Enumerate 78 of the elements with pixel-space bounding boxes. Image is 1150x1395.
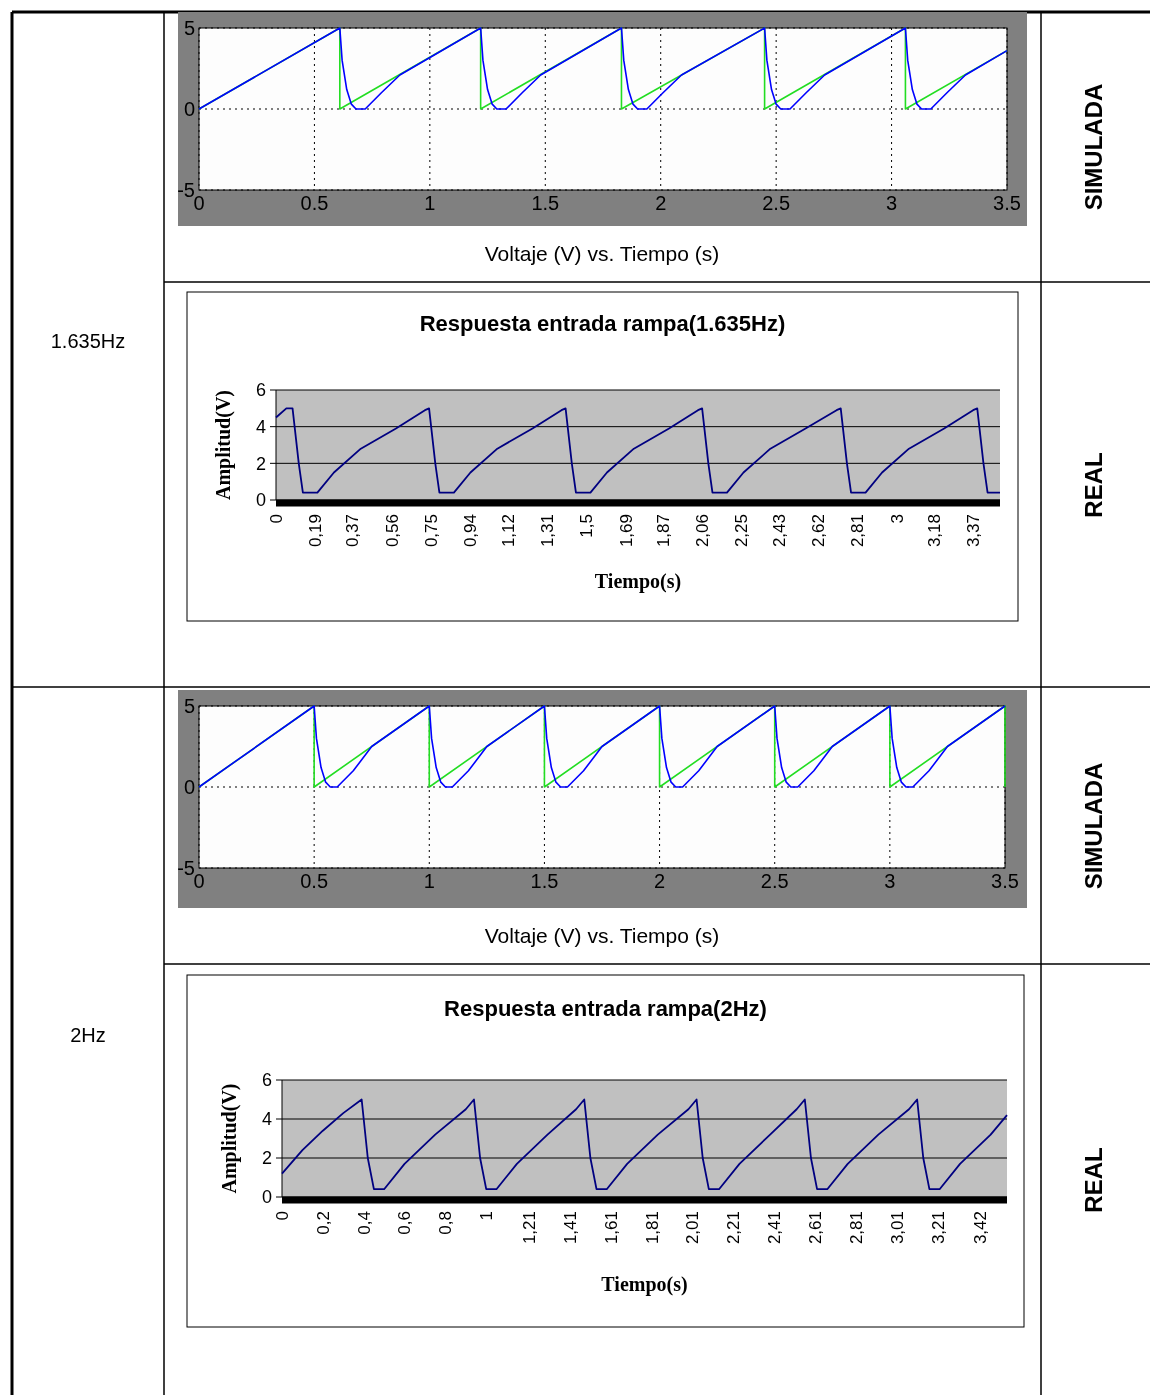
x-tick-label: 3,37 [964, 514, 984, 548]
x-tick-label: 1,87 [653, 514, 673, 548]
x-tick-label: 0,6 [395, 1211, 415, 1235]
chart-title: Respuesta entrada rampa(2Hz) [444, 996, 767, 1021]
x-tick-label: 2,06 [693, 514, 713, 548]
x-tick-label: 3.5 [991, 870, 1019, 892]
x-tick-label: 3 [887, 514, 907, 524]
y-tick-label: 0 [261, 1187, 272, 1208]
y-tick-label: 2 [255, 453, 266, 474]
x-tick-label: 0.5 [300, 192, 329, 214]
x-tick-label: 2 [654, 870, 666, 892]
x-tick-label: 3,01 [887, 1211, 907, 1245]
y-tick-label: 6 [255, 380, 266, 401]
text: SIMULADA [1080, 83, 1107, 211]
y-tick-label: 0 [255, 490, 266, 511]
x-tick-label: 3,18 [924, 514, 944, 548]
y-tick-label: -5 [177, 857, 195, 879]
x-tick-label: 3 [884, 870, 896, 892]
x-tick-label: 2,81 [848, 514, 868, 548]
x-tick-label: 2,43 [769, 514, 789, 548]
x-tick-label: 0,4 [354, 1211, 374, 1235]
x-axis-title: Tiempo(s) [601, 1273, 688, 1296]
x-axis-title: Tiempo(s) [594, 570, 682, 593]
x-tick-label: 0,19 [306, 514, 326, 548]
x-tick-label: 2,61 [805, 1211, 825, 1245]
x-tick-label: 1,41 [560, 1211, 580, 1245]
x-tick-label: 1 [423, 870, 435, 892]
x-tick-label: 1.5 [531, 192, 560, 214]
y-axis-title: Amplitud(V) [218, 1083, 241, 1194]
x-tick-label: 3 [886, 192, 898, 214]
x-tick-label: 0,8 [436, 1211, 456, 1235]
x-tick-label: 2,21 [724, 1211, 744, 1245]
text: 1.635Hz [50, 330, 126, 352]
text: SIMULADA [1080, 762, 1107, 890]
x-tick-label: 0,37 [343, 514, 363, 548]
x-tick-label: 2,41 [765, 1211, 785, 1245]
x-tick-label: 2,62 [808, 514, 828, 548]
x-tick-label: 3,42 [971, 1211, 991, 1245]
x-tick-label: 0,94 [461, 514, 481, 548]
x-tick-label: 2.5 [760, 870, 789, 892]
y-tick-label: -5 [177, 179, 195, 201]
y-tick-label: 6 [261, 1070, 272, 1091]
text: Voltaje (V) vs. Tiempo (s) [484, 242, 720, 265]
x-tick-label: 1 [424, 192, 436, 214]
x-tick-label: 1 [477, 1211, 497, 1221]
y-tick-label: 4 [261, 1109, 272, 1130]
y-axis-title: Amplitud(V) [212, 389, 235, 501]
text: 2Hz [70, 1024, 106, 1046]
x-tick-label: 1,61 [601, 1211, 621, 1245]
y-tick-label: 0 [183, 776, 195, 798]
x-tick-label: 2 [655, 192, 667, 214]
text: REAL [1080, 1147, 1107, 1213]
x-tick-label: 0,75 [422, 514, 442, 548]
x-tick-label: 2.5 [762, 192, 791, 214]
y-tick-label: 0 [183, 98, 195, 120]
x-tick-label: 3.5 [993, 192, 1021, 214]
x-tick-label: 2,25 [732, 514, 752, 548]
y-tick-label: 5 [183, 17, 195, 39]
x-tick-label: 1,5 [577, 514, 597, 538]
text: REAL [1080, 452, 1107, 518]
y-tick-label: 5 [183, 695, 195, 717]
x-tick-label: 0 [272, 1211, 292, 1221]
x-tick-label: 1,69 [616, 514, 636, 548]
chart-title: Respuesta entrada rampa(1.635Hz) [419, 311, 786, 336]
x-tick-label: 1,12 [498, 514, 518, 548]
x-tick-label: 0.5 [300, 870, 329, 892]
x-tick-label: 0,2 [313, 1211, 333, 1235]
x-tick-label: 0,56 [382, 514, 402, 548]
x-tick-label: 1.5 [530, 870, 559, 892]
x-tick-label: 1,31 [537, 514, 557, 548]
x-tick-label: 1,21 [520, 1211, 540, 1245]
x-tick-label: 3,21 [928, 1211, 948, 1245]
y-tick-label: 4 [255, 416, 266, 437]
y-tick-label: 2 [261, 1148, 272, 1169]
x-tick-label: 2,81 [846, 1211, 866, 1245]
text: Voltaje (V) vs. Tiempo (s) [484, 924, 720, 947]
x-tick-label: 2,01 [683, 1211, 703, 1245]
x-tick-label: 1,81 [642, 1211, 662, 1245]
